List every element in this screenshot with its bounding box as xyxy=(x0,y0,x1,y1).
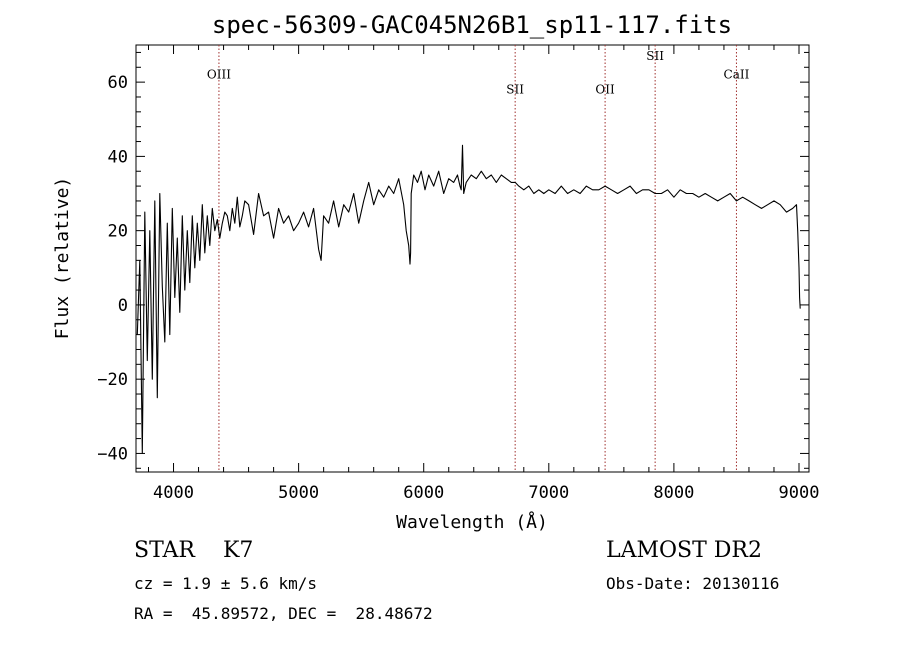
line-label-sii: SII xyxy=(646,49,664,63)
axis-ticks: 4000 5000 6000 7000 8000 9000 −40 −20 0 20 40 60 xyxy=(97,45,819,503)
y-tick-label: 0 xyxy=(118,296,128,316)
y-tick-label: 40 xyxy=(108,147,128,167)
x-tick-label: 4000 xyxy=(153,483,194,503)
x-tick-label: 7000 xyxy=(528,483,569,503)
spectrum-line xyxy=(136,144,801,454)
y-axis-label: Flux (relative) xyxy=(52,177,73,340)
spectrum-series xyxy=(136,144,801,454)
plot-frame xyxy=(135,44,810,473)
y-tick-label: −40 xyxy=(97,444,128,464)
emission-line-markers: OIII SII OII SII CaII xyxy=(207,45,750,472)
x-tick-label: 5000 xyxy=(278,483,319,503)
cz-label: cz = 1.9 ± 5.6 km/s xyxy=(134,574,318,593)
line-label-caii: CaII xyxy=(724,67,750,81)
line-label-oiii: OIII xyxy=(207,67,231,81)
x-tick-label: 9000 xyxy=(779,483,820,503)
plot-box xyxy=(135,44,810,473)
chart-title: spec-56309-GAC045N26B1_sp11-117.fits xyxy=(212,11,732,39)
y-tick-label: −20 xyxy=(97,370,128,390)
obs-date-label: Obs-Date: 20130116 xyxy=(606,574,780,593)
x-axis-label: Wavelength (Å) xyxy=(396,511,548,533)
survey-label: LAMOST DR2 xyxy=(606,538,762,563)
line-label-sii: SII xyxy=(506,82,524,96)
x-tick-label: 6000 xyxy=(403,483,444,503)
y-tick-label: 60 xyxy=(108,73,128,93)
class-label: STAR K7 xyxy=(134,538,254,563)
y-tick-label: 20 xyxy=(108,222,128,242)
line-label-oii: OII xyxy=(595,82,615,96)
radec-label: RA = 45.89572, DEC = 28.48672 xyxy=(134,604,433,623)
x-tick-label: 8000 xyxy=(653,483,694,503)
